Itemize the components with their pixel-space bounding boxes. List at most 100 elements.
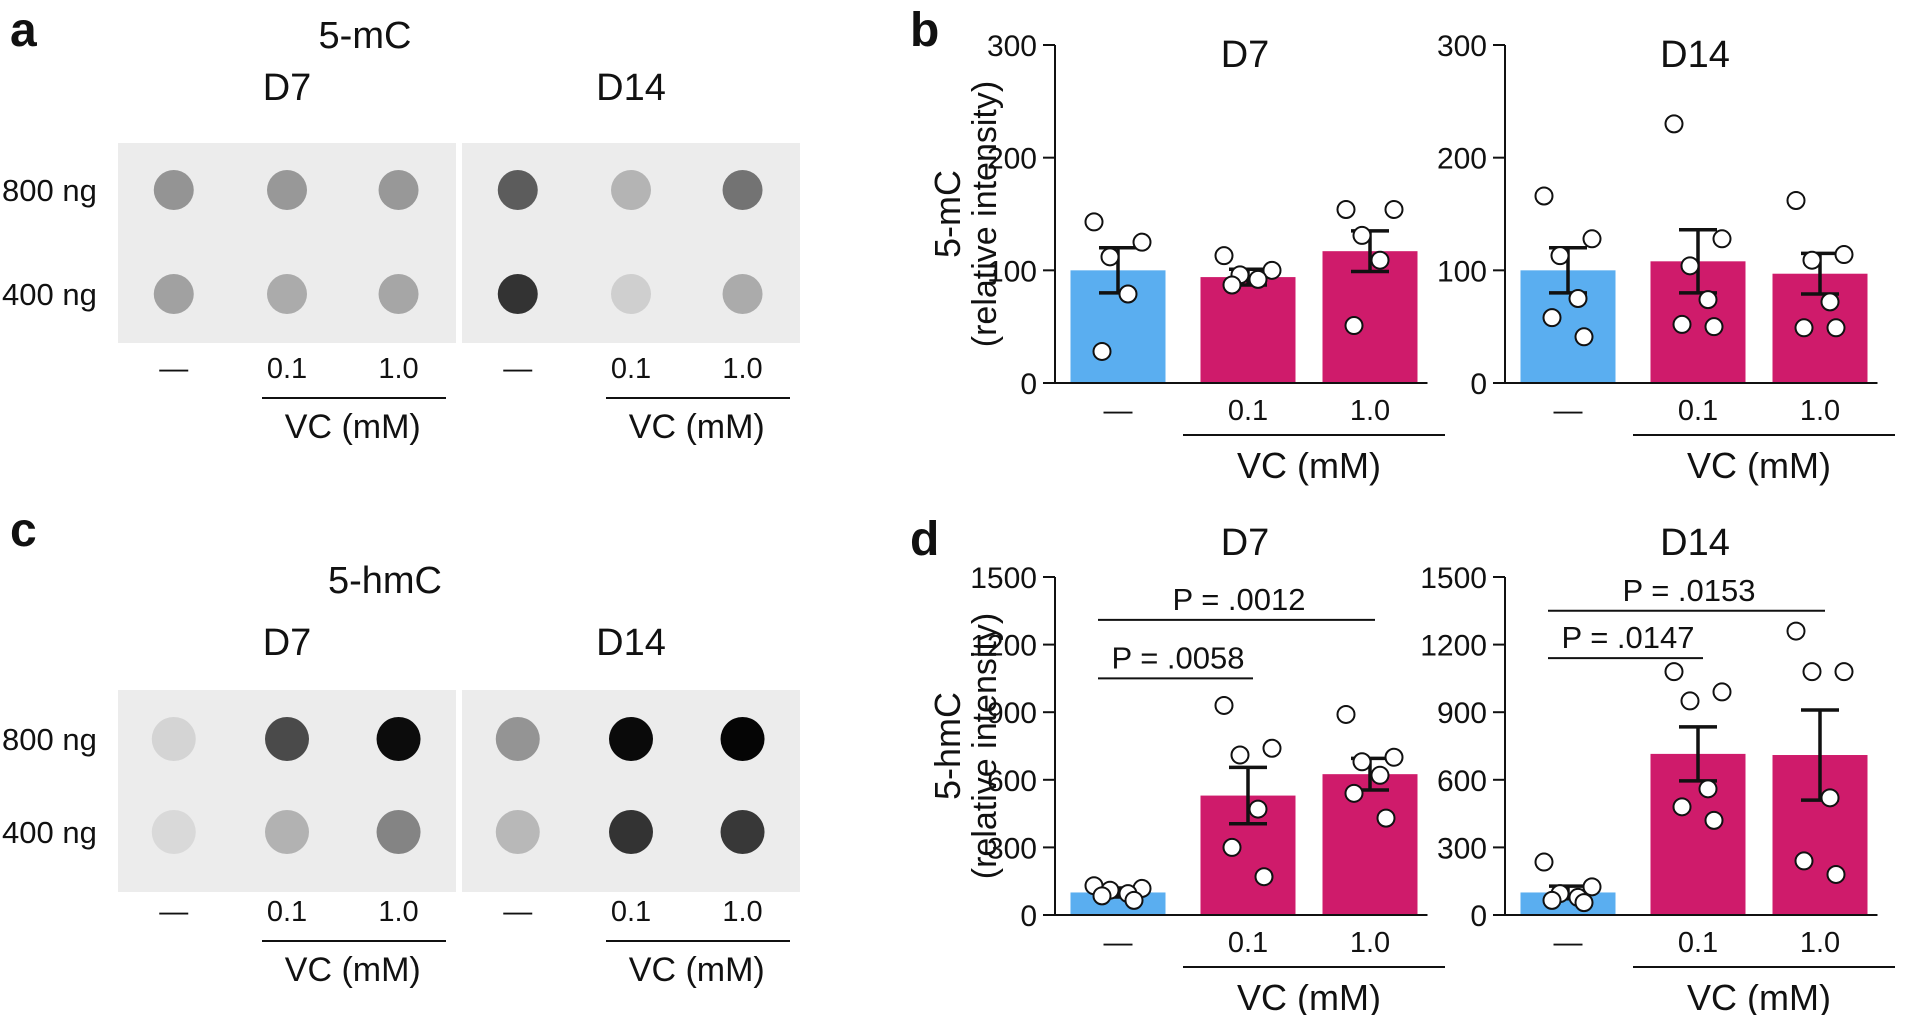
y-tick-label: 1500 [970, 562, 1037, 595]
y-tick-label: 100 [987, 255, 1037, 288]
y-tick-label: 600 [987, 765, 1037, 798]
blot-spot [495, 810, 540, 854]
x-tick-label: — [1104, 927, 1133, 959]
data-point [1124, 890, 1144, 910]
blot-spot [497, 170, 538, 210]
x-tick-label: — [1554, 395, 1583, 427]
data-point [1826, 318, 1846, 338]
data-point [1574, 893, 1594, 913]
y-tick-label: 200 [987, 143, 1037, 176]
blot-spot [151, 717, 196, 761]
bar [1200, 277, 1296, 383]
p-value-label: P = .0147 [1561, 620, 1694, 655]
data-point [1100, 247, 1120, 267]
blot-spot [378, 274, 419, 314]
data-point [1568, 289, 1588, 308]
data-point [1092, 341, 1112, 361]
group-label: VC (mM) [1687, 445, 1831, 486]
x-tick-label: 1.0 [1350, 927, 1390, 959]
blot-day-label: D14 [596, 67, 666, 109]
blot-spot [611, 170, 651, 210]
data-point [1834, 662, 1854, 682]
row-label: 400 ng [2, 815, 97, 850]
blot-spot [720, 810, 765, 854]
y-tick-label: 1200 [970, 630, 1037, 663]
data-point [1664, 114, 1684, 134]
lane-label: — [159, 353, 188, 385]
panel-letter: b [910, 4, 939, 57]
data-point [1794, 318, 1814, 338]
x-tick-label: 0.1 [1228, 927, 1268, 959]
data-point [1794, 851, 1814, 871]
data-point [1336, 704, 1356, 724]
blot-spot [611, 274, 651, 314]
x-tick-label: 0.1 [1678, 927, 1718, 959]
blot-day-label: D7 [263, 622, 312, 664]
data-point [1352, 225, 1372, 245]
group-label: VC (mM) [1687, 977, 1831, 1015]
data-point [1132, 232, 1152, 252]
y-axis-label: (relative intensity) [966, 613, 1004, 879]
bar-chart-b-D14: D14 0 100 200 300 — 0.1 1.0 VC (mM) [1437, 30, 1895, 486]
blot-spot [265, 717, 309, 761]
y-tick-label: 0 [1470, 900, 1487, 933]
data-point [1712, 682, 1732, 702]
y-axis-label: 5-hmC [927, 692, 968, 800]
blot-title: 5-hmC [328, 560, 442, 602]
lane-label: 1.0 [722, 896, 762, 928]
blot-spot [720, 717, 765, 761]
y-tick-label: 0 [1020, 900, 1037, 933]
y-tick-label: 300 [987, 832, 1037, 865]
data-point [1704, 317, 1724, 337]
x-tick-label: — [1104, 395, 1133, 427]
blot-spot [609, 810, 653, 854]
data-point [1704, 810, 1724, 830]
y-tick-label: 0 [1020, 368, 1037, 401]
data-point [1262, 260, 1282, 280]
data-point [1574, 327, 1594, 347]
data-point [1672, 797, 1692, 817]
lane-label: 0.1 [611, 896, 651, 928]
data-point [1222, 837, 1242, 857]
data-point [1222, 275, 1242, 295]
data-point [1542, 308, 1562, 328]
group-label: VC (mM) [1237, 977, 1381, 1015]
y-tick-label: 300 [987, 30, 1037, 63]
data-point [1230, 745, 1250, 765]
data-point [1672, 314, 1692, 334]
data-point [1802, 250, 1822, 270]
blot-spot [376, 717, 421, 761]
data-point [1680, 691, 1700, 711]
x-tick-label: 1.0 [1350, 395, 1390, 427]
row-label: 800 ng [2, 722, 97, 757]
data-point [1084, 212, 1104, 232]
bar-chart-d-D14: D14 0 300 600 900 1200 1500 — 0.1 1.0 VC (mM) P = .… [1420, 522, 1895, 1015]
lane-label: — [503, 353, 532, 385]
lane-label: 1.0 [378, 896, 418, 928]
lane-label: — [503, 896, 532, 928]
x-tick-label: 0.1 [1228, 395, 1268, 427]
y-tick-label: 1200 [1420, 630, 1487, 663]
data-point [1214, 695, 1234, 715]
data-point [1834, 245, 1854, 265]
data-point [1712, 229, 1732, 249]
data-point [1582, 877, 1602, 897]
data-point [1534, 186, 1554, 206]
data-point [1118, 284, 1138, 304]
data-point [1698, 779, 1718, 799]
blot-spot [265, 810, 309, 854]
blot-spot [267, 274, 307, 314]
data-point [1534, 852, 1554, 872]
blot-spot [151, 810, 196, 854]
y-tick-label: 900 [987, 697, 1037, 730]
blot-title: 5-mC [319, 15, 412, 57]
data-point [1786, 621, 1806, 641]
blot-spot [378, 170, 419, 210]
data-point [1802, 662, 1822, 682]
row-label: 400 ng [2, 277, 97, 312]
group-label: VC (mM) [1237, 445, 1381, 486]
data-point [1680, 256, 1700, 276]
data-point [1214, 246, 1234, 266]
group-label: VC (mM) [629, 408, 765, 446]
blot-day-label: D7 [263, 67, 312, 109]
